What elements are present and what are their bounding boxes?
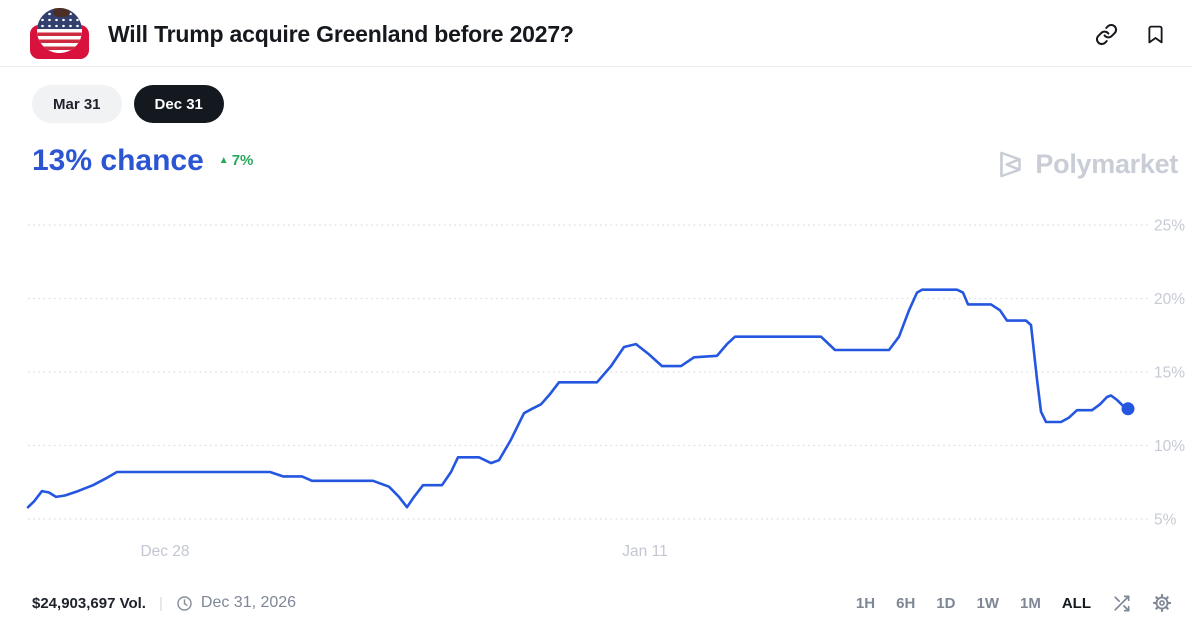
market-title: Will Trump acquire Greenland before 2027… bbox=[108, 20, 574, 47]
gear-icon[interactable] bbox=[1152, 593, 1172, 613]
polymarket-label: Polymarket bbox=[1035, 149, 1178, 179]
resolution-date-label: Dec 31, 2026 bbox=[200, 594, 297, 611]
shuffle-icon[interactable] bbox=[1112, 594, 1131, 613]
chance-value: 13% chance bbox=[32, 144, 204, 177]
range-1d[interactable]: 1D bbox=[936, 594, 956, 612]
volume-label: $24,903,697 Vol. bbox=[32, 594, 146, 612]
end-dot bbox=[1121, 402, 1135, 416]
outcome-tabs: Mar 31 Dec 31 bbox=[32, 85, 224, 123]
header-actions bbox=[1095, 23, 1166, 46]
polymarket-logo-icon bbox=[1000, 151, 1022, 178]
range-1h[interactable]: 1H bbox=[855, 594, 876, 612]
price-line bbox=[26, 288, 1130, 509]
range-1m[interactable]: 1M bbox=[1019, 594, 1041, 612]
price-chart[interactable]: 25% 20% 15% 10% 5% Dec 28 Jan 11 bbox=[0, 200, 1192, 575]
range-6h[interactable]: 6H bbox=[896, 594, 916, 612]
clock-icon bbox=[177, 595, 192, 611]
us-flag-icon bbox=[37, 8, 82, 53]
footer-separator: | bbox=[158, 594, 163, 612]
y-axis-label: 5% bbox=[1154, 512, 1177, 529]
y-axis-label: 20% bbox=[1154, 291, 1185, 308]
chance-delta: ▲ 7% bbox=[219, 152, 254, 169]
header: Will Trump acquire Greenland before 2027… bbox=[30, 6, 1166, 62]
header-divider bbox=[0, 66, 1192, 67]
resolution-date: Dec 31, 2026 bbox=[176, 594, 296, 612]
y-axis-label: 15% bbox=[1154, 365, 1185, 382]
polymarket-watermark: Polymarket bbox=[995, 149, 1178, 180]
range-all[interactable]: ALL bbox=[1061, 594, 1091, 612]
range-1w[interactable]: 1W bbox=[976, 594, 999, 612]
footer: $24,903,697 Vol. | Dec 31, 2026 1H 6H 1D… bbox=[32, 589, 1172, 617]
y-axis-label: 10% bbox=[1154, 438, 1185, 455]
chance-delta-value: 7% bbox=[231, 152, 254, 169]
bookmark-icon[interactable] bbox=[1145, 23, 1166, 46]
y-axis-label: 25% bbox=[1154, 218, 1185, 235]
x-axis-label: Jan 11 bbox=[622, 543, 667, 560]
time-range-selector: 1H 6H 1D 1W 1M ALL bbox=[856, 595, 1091, 612]
up-triangle-icon: ▲ bbox=[218, 154, 229, 166]
chance-row: 13% chance ▲ 7% Polymarket bbox=[32, 141, 1178, 181]
link-icon[interactable] bbox=[1095, 23, 1118, 46]
x-axis-label: Dec 28 bbox=[140, 543, 189, 560]
market-avatar bbox=[30, 8, 89, 60]
tab-mar-31[interactable]: Mar 31 bbox=[32, 85, 122, 123]
tab-dec-31[interactable]: Dec 31 bbox=[133, 85, 224, 123]
